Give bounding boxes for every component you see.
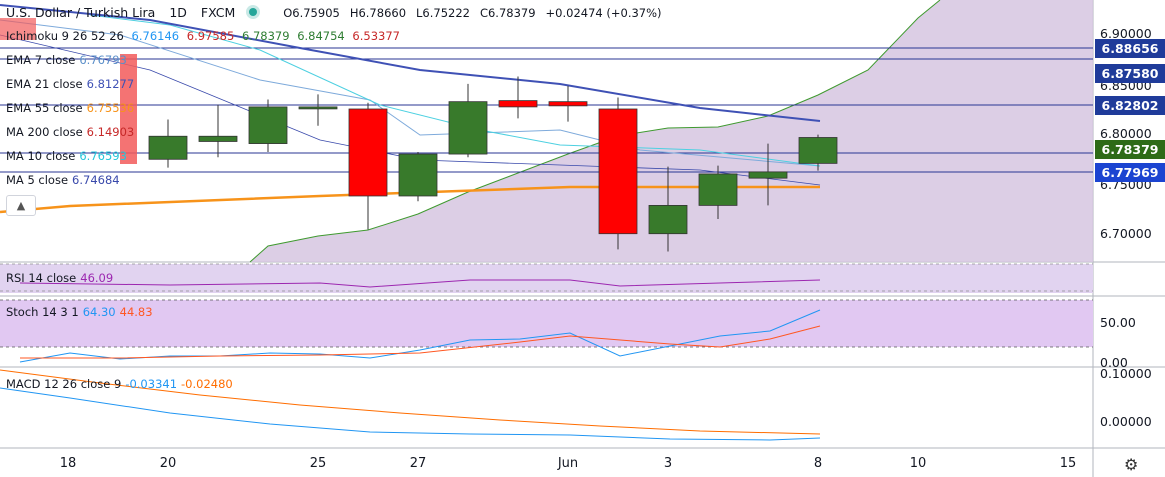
candle: [498, 76, 538, 119]
chart-header: U.S. Dollar / Turkish Lira 1D FXCM O6.75…: [6, 5, 672, 20]
price-tick: 6.70000: [1100, 226, 1152, 241]
legend-rsi[interactable]: RSI 14 close 46.09: [6, 271, 114, 285]
legend-ma200[interactable]: MA 200 close 6.14903: [6, 125, 135, 139]
time-tick: 27: [409, 456, 427, 471]
ohlc-low: L6.75222: [416, 6, 470, 20]
legend-ma10[interactable]: MA 10 close 6.76593: [6, 149, 127, 163]
ema55-line: [0, 185, 820, 214]
settings-gear-icon[interactable]: ⚙: [1124, 455, 1139, 474]
ohlc-change: +0.02474 (+0.37%): [545, 6, 662, 20]
time-tick: 18: [59, 456, 77, 471]
legend-ema55[interactable]: EMA 55 close 6.75536: [6, 101, 135, 115]
legend-ichimoku[interactable]: Ichimoku 9 26 52 26 6.76146 6.97585 6.78…: [6, 29, 400, 43]
legend-ma5[interactable]: MA 5 close 6.74684: [6, 173, 120, 187]
candle: [798, 134, 838, 171]
candle-body: [298, 106, 338, 110]
candle: [148, 119, 188, 168]
legend-stoch[interactable]: Stoch 14 3 1 64.30 44.83: [6, 305, 153, 319]
candle-body: [148, 135, 188, 160]
macd-tick: 0.10000: [1100, 366, 1152, 381]
time-tick: 3: [663, 456, 673, 471]
macd-tick: 0.00000: [1100, 414, 1152, 429]
time-tick: 15: [1059, 456, 1077, 471]
candle-body: [698, 173, 738, 206]
price-tag-level-1: 6.88656: [1095, 39, 1165, 58]
candle-body: [198, 135, 238, 142]
rsi-band: [0, 264, 1093, 293]
time-tick: 10: [909, 456, 927, 471]
signal-line: [0, 369, 821, 435]
ohlc-open: O6.75905: [283, 6, 340, 20]
stoch-tick: 0.00: [1100, 355, 1128, 370]
price-tick: 6.90000: [1100, 26, 1152, 41]
candle-body: [598, 108, 638, 235]
stoch-band: [0, 300, 1093, 347]
candle: [748, 143, 788, 206]
candle-body: [348, 108, 388, 197]
candle-body: [248, 106, 288, 144]
candle: [598, 97, 638, 250]
macd-line: [0, 387, 821, 441]
ema21-line: [0, 4, 821, 122]
price-tag-level-2: 6.87580: [1095, 64, 1165, 83]
candle: [248, 99, 288, 152]
stoch-d-line: [20, 325, 821, 359]
ohlc-close: C6.78379: [479, 6, 536, 20]
candle: [398, 151, 438, 202]
candle-body: [648, 205, 688, 235]
collapse-legend-button[interactable]: ▲: [6, 195, 36, 216]
candle: [198, 104, 238, 158]
ohlc-high: H6.78660: [349, 6, 407, 20]
rsi-line: [19, 279, 821, 288]
legend-ema7[interactable]: EMA 7 close 6.76793: [6, 53, 127, 67]
price-tick: 6.80000: [1100, 126, 1152, 141]
price-tag-level-5: 6.77969: [1095, 163, 1165, 182]
candle: [698, 165, 738, 220]
candle-body: [548, 101, 588, 107]
candle-body: [798, 137, 838, 164]
legend-macd[interactable]: MACD 12 26 close 9 -0.03341 -0.02480: [6, 377, 233, 391]
price-tag-level-3: 6.82802: [1095, 96, 1165, 115]
stoch-tick: 50.00: [1100, 315, 1136, 330]
candles-group: [148, 76, 838, 252]
symbol-name[interactable]: U.S. Dollar / Turkish Lira: [6, 5, 156, 20]
candle: [648, 166, 688, 252]
candle: [548, 85, 588, 122]
ichimoku-cloud: [250, 0, 1093, 262]
time-tick: Jun: [557, 456, 579, 471]
candle-may-18: [120, 54, 137, 164]
exchange: FXCM: [200, 5, 236, 20]
candle-body: [398, 153, 438, 197]
price-tag-last: 6.78379: [1095, 140, 1165, 159]
legend-ema21[interactable]: EMA 21 close 6.81277: [6, 77, 135, 91]
chevron-up-icon: ▲: [16, 199, 26, 212]
candle-body: [498, 100, 538, 108]
candle-body: [448, 101, 488, 155]
interval[interactable]: 1D: [169, 5, 187, 20]
time-tick: 20: [159, 456, 177, 471]
time-tick: 8: [813, 456, 823, 471]
candle: [448, 83, 488, 158]
candle: [348, 102, 388, 230]
market-status-icon: [249, 8, 258, 16]
time-tick: 25: [309, 456, 327, 471]
candle: [298, 94, 338, 126]
ma10-line: [89, 14, 821, 167]
candle-body: [748, 171, 788, 179]
candle-left-edge: [0, 18, 36, 40]
